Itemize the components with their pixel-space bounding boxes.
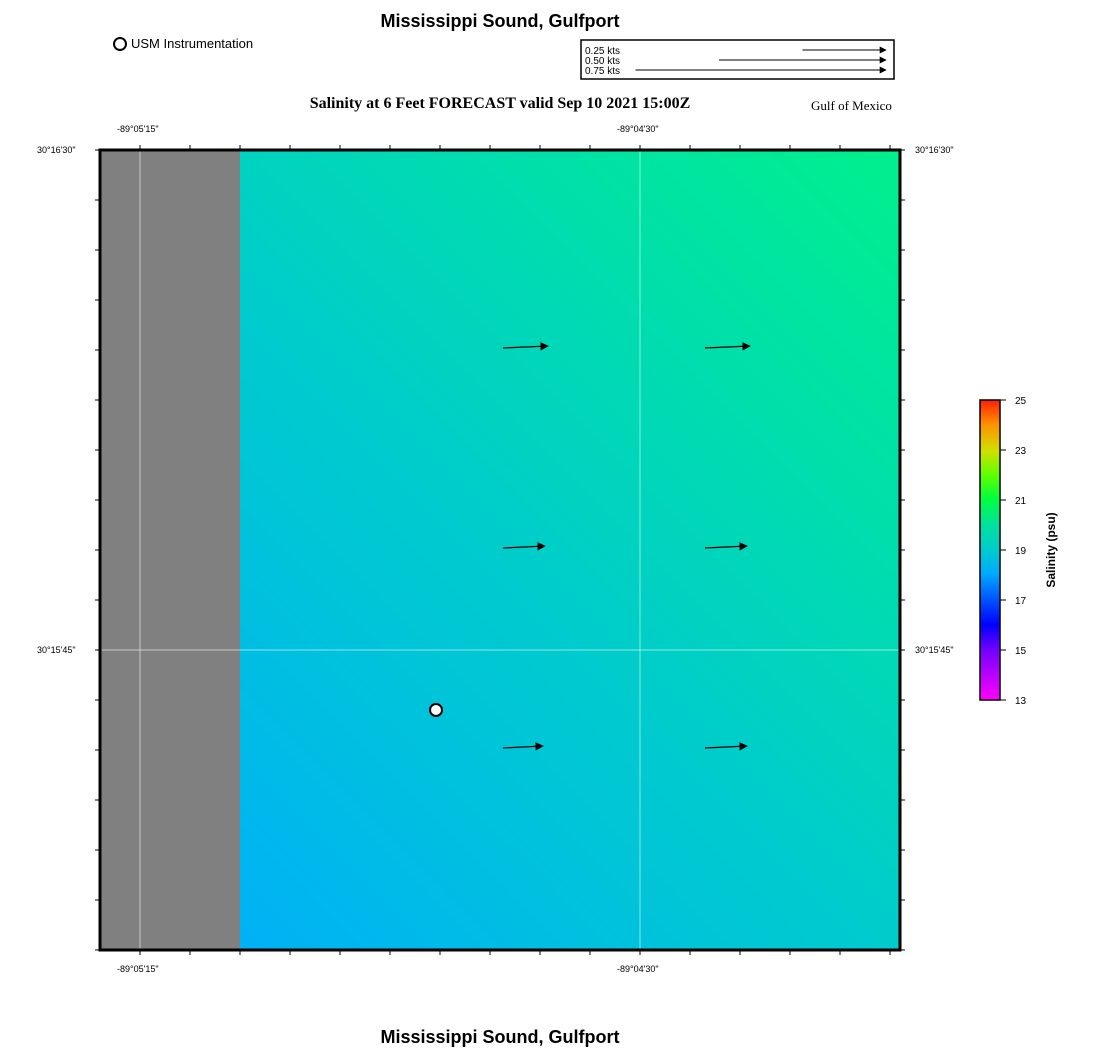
bottom-tick-label-2: -89°04'30" [617,964,659,974]
land-area [100,150,240,950]
colorbar [979,399,1001,701]
vector-scale-label: 0.75 kts [585,66,620,77]
current-vector-arrow [502,742,544,751]
colorbar-tick-label: 25 [1015,396,1027,407]
right-tick-label-2: 30°15'45" [915,645,954,655]
vector-scale-label: 0.50 kts [585,56,620,67]
axis-ticks [95,145,905,955]
top-tick-label-1: -89°05'15" [117,124,159,134]
forecast-subtitle: Salinity at 6 Feet FORECAST valid Sep 10… [309,95,691,112]
left-tick-label-2: 30°15'45" [37,645,76,655]
region-label: Gulf of Mexico [811,98,892,113]
colorbar-tick-label: 17 [1015,596,1027,607]
colorbar-tick-label: 15 [1015,646,1027,657]
current-vector-arrow [704,342,751,351]
colorbar-tick-label: 19 [1015,546,1027,557]
colorbar-tick-label: 21 [1015,496,1027,507]
colorbar-tick-label: 13 [1015,696,1027,707]
graticule [100,150,900,950]
station-legend: USM Instrumentation [113,36,253,51]
station-legend-label: USM Instrumentation [131,36,254,51]
right-tick-label-1: 30°16'30" [915,145,954,155]
current-vector-arrow [502,542,546,551]
station-marker-icon [113,36,127,51]
top-tick-label-2: -89°04'30" [617,124,659,134]
map-footer-title: Mississippi Sound, Gulfport [380,1027,620,1047]
left-tick-label-1: 30°16'30" [37,145,76,155]
current-vector-arrow [502,342,549,351]
map-title: Mississippi Sound, Gulfport [380,11,620,31]
colorbar-label: Salinity (psu) [1044,512,1058,587]
current-vectors [502,342,751,751]
usm-station-marker[interactable] [429,703,443,717]
colorbar-tick-label: 23 [1015,446,1027,457]
current-vector-arrow [704,542,748,551]
bottom-tick-label-1: -89°05'15" [117,964,159,974]
colorbar-ticks: 25 23 21 19 17 15 13 [1000,396,1027,707]
current-vector-arrow [704,742,748,751]
vector-scale-label: 0.25 kts [585,46,620,57]
